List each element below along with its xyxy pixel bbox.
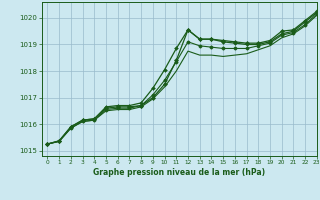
- X-axis label: Graphe pression niveau de la mer (hPa): Graphe pression niveau de la mer (hPa): [93, 168, 265, 177]
